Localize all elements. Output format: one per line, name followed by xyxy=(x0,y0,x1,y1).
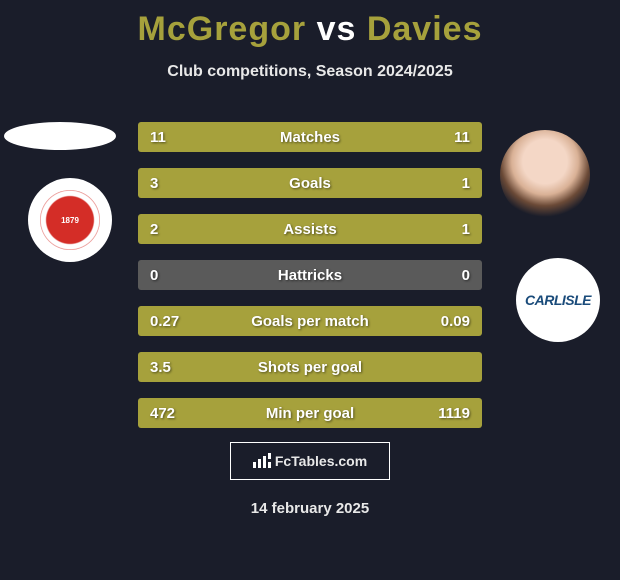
stat-row: 0Hattricks0 xyxy=(138,260,482,290)
badge-year: 1879 xyxy=(61,216,79,225)
bar-text: 2Assists1 xyxy=(138,214,482,244)
team-right-badge: CARLISLE xyxy=(516,258,600,342)
bar-text: 0.27Goals per match0.09 xyxy=(138,306,482,336)
player-left-avatar xyxy=(4,122,116,150)
vs-text: vs xyxy=(317,10,357,48)
stat-left-value: 3 xyxy=(150,175,190,192)
player-left-name: McGregor xyxy=(138,10,307,48)
stat-left-value: 2 xyxy=(150,221,190,238)
subtitle: Club competitions, Season 2024/2025 xyxy=(0,63,620,81)
stat-row: 3.5Shots per goal xyxy=(138,352,482,382)
stat-label: Goals xyxy=(190,175,430,192)
stat-label: Matches xyxy=(190,129,430,146)
stat-label: Shots per goal xyxy=(190,359,430,376)
date-text: 14 february 2025 xyxy=(0,500,620,517)
bar-text: 3Goals1 xyxy=(138,168,482,198)
player-right-name: Davies xyxy=(367,10,483,48)
branding-box: FcTables.com xyxy=(230,442,390,480)
stat-label: Min per goal xyxy=(190,405,430,422)
bar-text: 3.5Shots per goal xyxy=(138,352,482,382)
comparison-title: McGregor vs Davies xyxy=(0,0,620,49)
stat-left-value: 472 xyxy=(150,405,190,422)
stat-left-value: 0.27 xyxy=(150,313,190,330)
stat-left-value: 0 xyxy=(150,267,190,284)
stat-label: Hattricks xyxy=(190,267,430,284)
stat-left-value: 3.5 xyxy=(150,359,190,376)
stat-right-value: 0 xyxy=(430,267,470,284)
stat-right-value: 0.09 xyxy=(430,313,470,330)
branding-text: FcTables.com xyxy=(275,453,367,469)
bar-text: 0Hattricks0 xyxy=(138,260,482,290)
team-left-badge: 1879 xyxy=(28,178,112,262)
stat-row: 2Assists1 xyxy=(138,214,482,244)
stat-label: Assists xyxy=(190,221,430,238)
stat-row: 3Goals1 xyxy=(138,168,482,198)
bar-text: 472Min per goal1119 xyxy=(138,398,482,428)
stat-row: 0.27Goals per match0.09 xyxy=(138,306,482,336)
player-right-avatar xyxy=(500,130,590,220)
stat-row: 472Min per goal1119 xyxy=(138,398,482,428)
stat-right-value: 1 xyxy=(430,175,470,192)
chart-icon xyxy=(253,454,271,468)
swindon-badge-icon: 1879 xyxy=(40,190,100,250)
stat-left-value: 11 xyxy=(150,129,190,146)
bar-text: 11Matches11 xyxy=(138,122,482,152)
stat-label: Goals per match xyxy=(190,313,430,330)
stat-right-value: 1 xyxy=(430,221,470,238)
stats-bars: 11Matches113Goals12Assists10Hattricks00.… xyxy=(138,122,482,444)
stat-row: 11Matches11 xyxy=(138,122,482,152)
carlisle-badge-icon: CARLISLE xyxy=(525,292,591,308)
stat-right-value: 11 xyxy=(430,129,470,146)
player-face-icon xyxy=(500,130,590,220)
stat-right-value: 1119 xyxy=(430,405,470,422)
